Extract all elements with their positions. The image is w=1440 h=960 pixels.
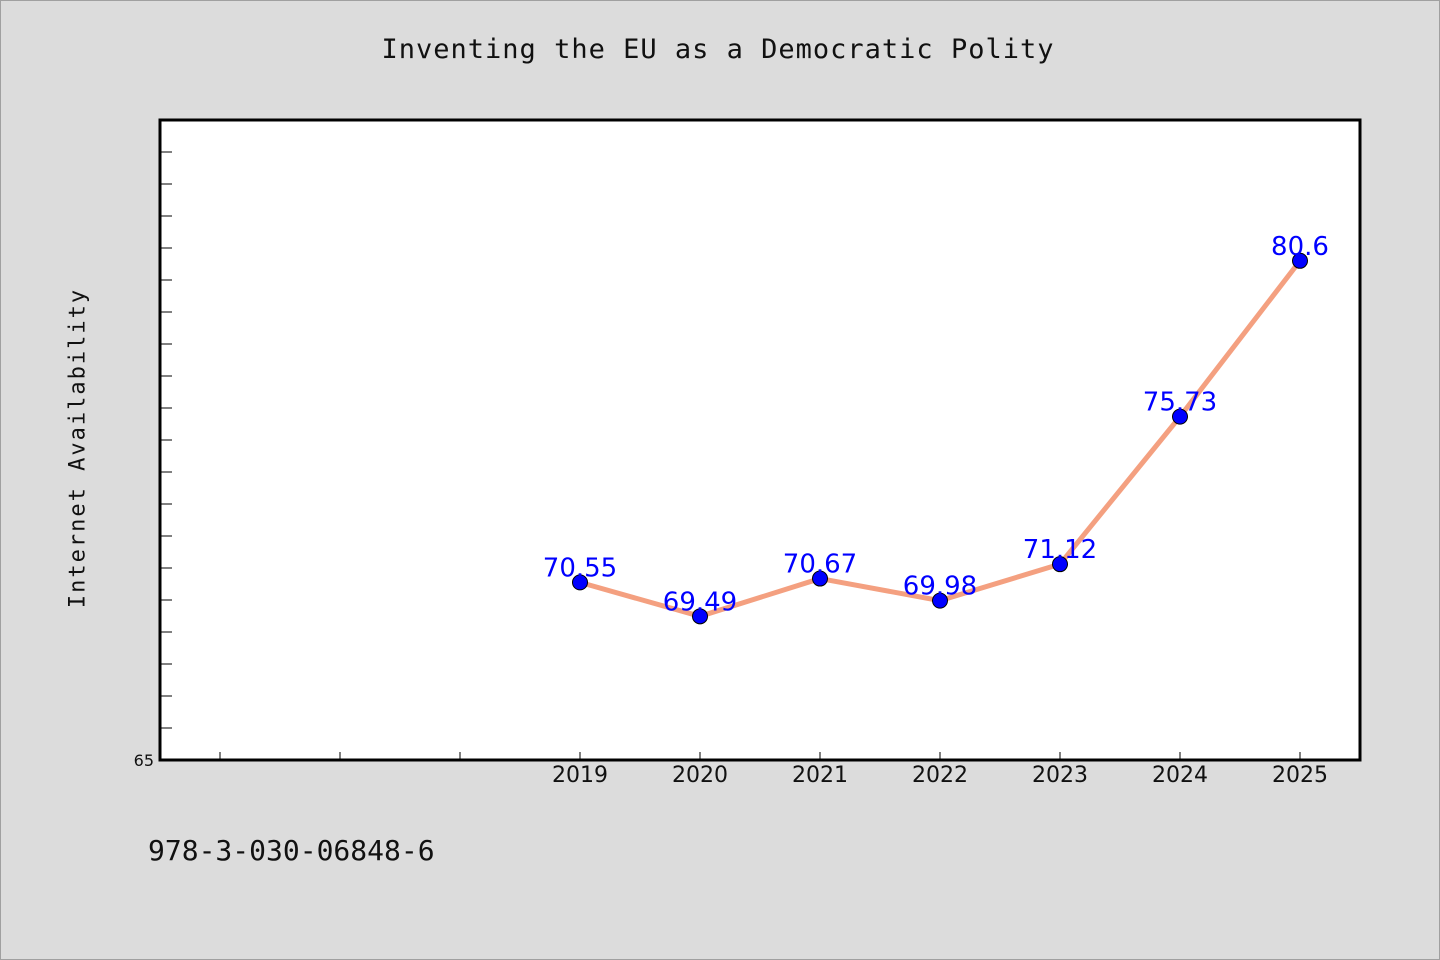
data-point [1052,556,1068,573]
data-label: 71.12 [1023,535,1097,565]
x-tick-label: 2020 [672,763,728,788]
data-point [1292,252,1308,269]
data-point [1172,408,1188,425]
isbn-footer: 978-3-030-06848-6 [148,834,435,867]
data-label: 70.67 [783,550,857,580]
x-tick-label: 2022 [912,763,968,788]
y-tick-label: 65 [134,751,154,770]
x-tick-label: 2021 [792,763,848,788]
x-tick-label: 2023 [1032,763,1088,788]
data-label: 69.98 [903,572,977,602]
data-label: 69.49 [663,587,737,617]
x-tick-label: 2019 [552,763,608,788]
x-axis-ticks: 2019 2020 2021 2022 2023 2024 2025 [219,752,1328,788]
data-point [572,574,588,591]
chart-title: Inventing the EU as a Democratic Polity [381,34,1055,65]
x-tick-label: 2025 [1272,763,1328,788]
data-labels-group: 70.55 69.49 70.67 69.98 71.12 75.73 80.6 [543,232,1329,618]
data-label: 75.73 [1143,388,1217,418]
plot-area [158,118,1362,762]
data-point [812,570,828,587]
series-group [572,252,1308,625]
data-point [692,608,708,625]
data-point [932,592,948,609]
data-label: 70.55 [543,553,617,583]
y-axis-ticks: 65 [134,151,172,770]
data-label: 80.6 [1271,232,1329,262]
x-tick-label: 2024 [1152,763,1208,788]
